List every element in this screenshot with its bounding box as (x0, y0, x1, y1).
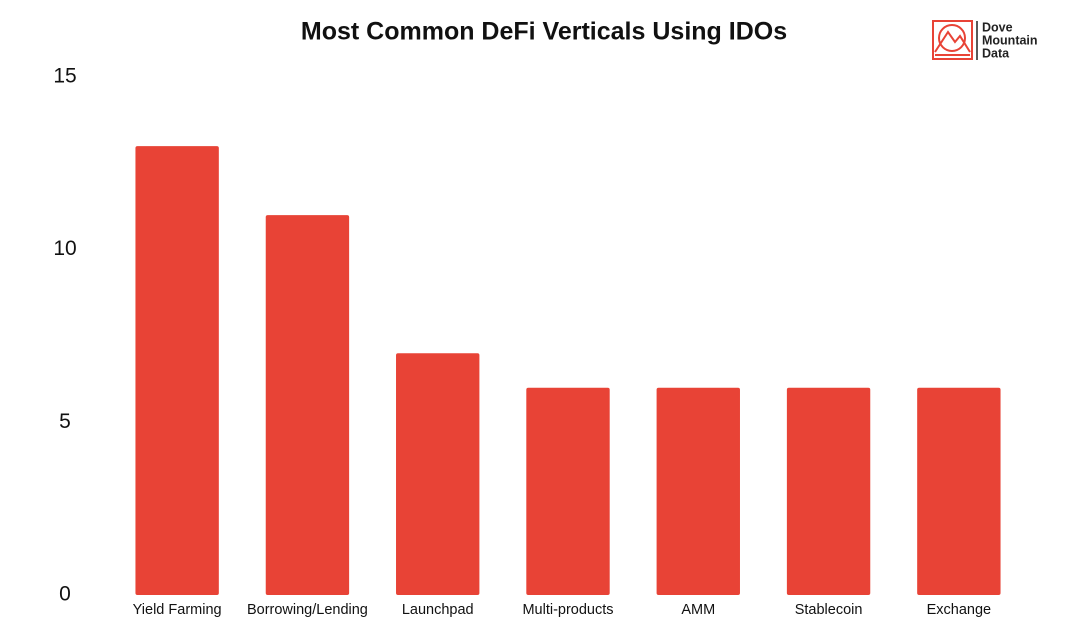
bar (396, 353, 480, 595)
logo-sun (938, 24, 966, 52)
x-tick-label: AMM (681, 602, 715, 618)
bar (656, 387, 740, 595)
x-tick-label: Launchpad (402, 602, 474, 618)
logo-text: Dove (982, 20, 1013, 34)
x-tick-label: Yield Farming (133, 602, 222, 618)
x-tick-label: Stablecoin (795, 602, 863, 618)
x-tick-label: Exchange (927, 602, 992, 618)
logo-text: Data (982, 46, 1010, 60)
bar (135, 146, 219, 596)
y-tick-label: 5 (59, 410, 71, 433)
chart-title: Most Common DeFi Verticals Using IDOs (301, 18, 787, 46)
x-tick-label: Multi-products (522, 602, 613, 618)
y-tick-label: 0 (59, 583, 71, 606)
logo: Dove Mountain Data (932, 20, 1038, 60)
y-tick-label: 10 (53, 237, 76, 260)
logo-frame (932, 20, 973, 60)
y-tick-label: 15 (53, 65, 76, 88)
bar (786, 387, 871, 595)
x-tick-label: Borrowing/Lending (247, 602, 368, 618)
bar (265, 215, 350, 595)
logo-text: Mountain (982, 33, 1038, 47)
bar (917, 387, 1001, 595)
bar (526, 387, 610, 595)
logo-mountain (934, 30, 971, 53)
